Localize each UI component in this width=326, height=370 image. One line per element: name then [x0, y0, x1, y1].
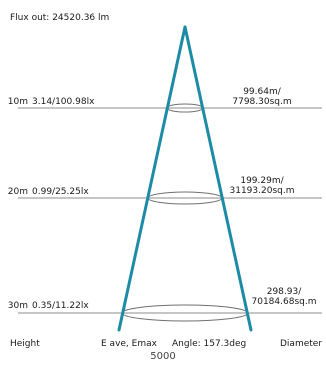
diameter-label-line2: 31193.20sq.m — [230, 186, 295, 196]
beam-angle-label: Angle: 157.3deg — [172, 339, 246, 349]
level-row-30m: 30m 0.35/11.22lx 298.93/ 70184.68sq.m — [8, 287, 322, 322]
illuminance-label: 0.35/11.22lx — [32, 301, 89, 311]
caption: 5000 — [150, 351, 176, 362]
illuminance-label: 0.99/25.25lx — [32, 187, 89, 197]
diameter-label-line2: 70184.68sq.m — [252, 297, 317, 307]
level-row-20m: 20m 0.99/25.25lx 199.29m/ 31193.20sq.m — [8, 176, 322, 205]
beam-edge-left — [117, 25, 187, 332]
flux-label: Flux out: 24520.36 lm — [10, 13, 109, 23]
height-label: 30m — [8, 301, 28, 311]
diameter-axis-label: Diameter — [280, 339, 322, 349]
height-label: 20m — [8, 187, 28, 197]
beam-edge-right — [183, 25, 253, 332]
height-label: 10m — [8, 97, 28, 107]
illuminance-label: 3.14/100.98lx — [32, 97, 95, 107]
height-axis-label: Height — [10, 339, 40, 349]
diameter-label-line1: 199.29m/ — [240, 176, 284, 186]
eave-emax-label: E ave, Emax — [101, 339, 158, 349]
diameter-label-line1: 298.93/ — [267, 287, 302, 297]
level-row-10m: 10m 3.14/100.98lx 99.64m/ 7798.30sq.m — [8, 87, 322, 113]
diameter-label-line2: 7798.30sq.m — [232, 97, 291, 107]
diameter-label-line1: 99.64m/ — [243, 87, 282, 97]
